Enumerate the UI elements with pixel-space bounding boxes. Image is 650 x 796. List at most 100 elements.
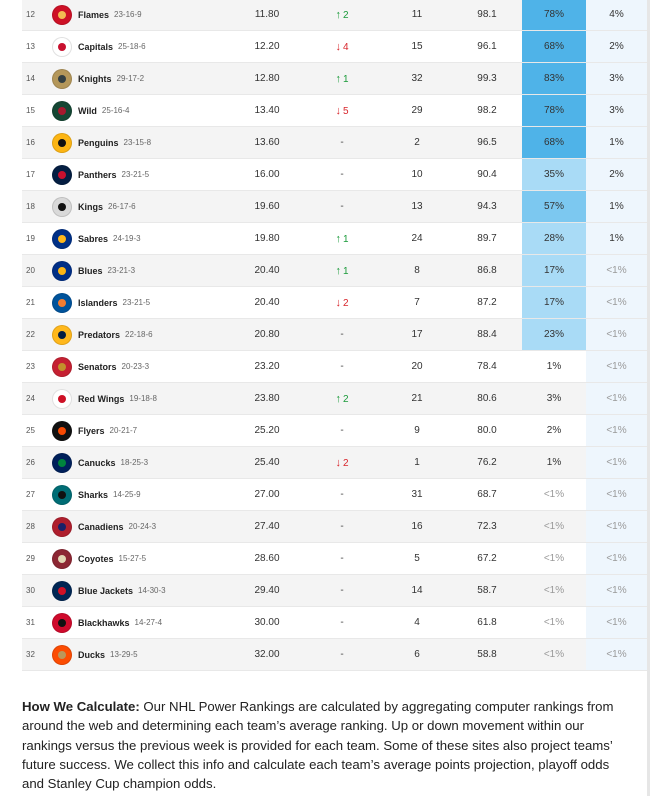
team-name-link[interactable]: Capitals [78, 41, 114, 52]
team-cell: Blue Jackets 14-30-3 [50, 574, 232, 607]
points-projection-cell: 76.2 [452, 446, 522, 479]
movement-value: 1 [342, 265, 349, 277]
movement-value: 2 [342, 393, 349, 405]
cup-odds-cell: <1% [586, 414, 647, 447]
power-rankings-table: 12 Flames 23-16-9 11.80 ↑ 2 11 98.1 78% 4% 13 Capit… [22, 0, 647, 671]
team-logo-icon [52, 516, 72, 537]
team-row-wild: 15 Wild 25-16-4 13.40 ↓ 5 29 98.2 78% 3% [22, 94, 647, 127]
average-rank-cell: 19.80 [232, 222, 302, 255]
team-name-link[interactable]: Penguins [78, 137, 119, 148]
last-week-cell: 32 [382, 62, 452, 95]
movement-value: - [340, 329, 344, 340]
movement-cell: - [302, 126, 382, 159]
team-logo-icon [52, 228, 72, 249]
last-week-cell: 14 [382, 574, 452, 607]
movement-value: - [340, 585, 344, 596]
cup-odds-cell: <1% [586, 350, 647, 383]
power-rankings-body: 12 Flames 23-16-9 11.80 ↑ 2 11 98.1 78% 4% 13 Capit… [22, 0, 647, 671]
cup-odds-cell: <1% [586, 382, 647, 415]
average-rank-cell: 27.00 [232, 478, 302, 511]
arrow-up-icon: ↑ [335, 232, 341, 245]
team-logo-mark [58, 362, 66, 371]
points-projection-cell: 88.4 [452, 318, 522, 351]
team-record: 23-21-5 [121, 170, 150, 179]
average-rank-cell: 12.20 [232, 30, 302, 63]
team-cell: Predators 22-18-6 [50, 318, 232, 351]
team-cell: Wild 25-16-4 [50, 94, 232, 127]
team-logo-icon [52, 164, 72, 185]
average-rank-cell: 30.00 [232, 606, 302, 639]
team-name-link[interactable]: Flyers [78, 425, 105, 436]
average-rank-cell: 13.40 [232, 94, 302, 127]
rank-cell: 28 [22, 510, 50, 543]
movement-value: 2 [342, 9, 349, 21]
how-we-calculate-heading: How We Calculate: [22, 699, 140, 714]
points-projection-cell: 80.6 [452, 382, 522, 415]
team-name-link[interactable]: Predators [78, 329, 121, 340]
cup-odds-cell: <1% [586, 542, 647, 575]
last-week-cell: 20 [382, 350, 452, 383]
team-name-link[interactable]: Wild [78, 105, 97, 116]
team-name-link[interactable]: Canadiens [78, 521, 124, 532]
team-logo-mark [58, 234, 66, 243]
playoff-odds-cell: 68% [522, 30, 586, 63]
team-name-link[interactable]: Canucks [78, 457, 116, 468]
playoff-odds-cell: 17% [522, 254, 586, 287]
average-rank-cell: 11.80 [232, 0, 302, 31]
arrow-down-icon: ↓ [335, 40, 341, 53]
team-name-link[interactable]: Blackhawks [78, 617, 130, 628]
team-record: 23-15-8 [123, 138, 152, 147]
team-cell: Kings 26-17-6 [50, 190, 232, 223]
team-logo-mark [58, 202, 66, 211]
movement-cell: ↑ 1 [302, 254, 382, 287]
team-name-link[interactable]: Senators [78, 361, 117, 372]
average-rank-cell: 19.60 [232, 190, 302, 223]
team-name-link[interactable]: Sabres [78, 233, 109, 244]
points-projection-cell: 67.2 [452, 542, 522, 575]
team-name-link[interactable]: Kings [78, 201, 104, 212]
team-logo-icon [52, 644, 72, 665]
playoff-odds-cell: <1% [522, 638, 586, 671]
last-week-cell: 8 [382, 254, 452, 287]
team-cell: Islanders 23-21-5 [50, 286, 232, 319]
team-logo-mark [58, 618, 66, 627]
points-projection-cell: 96.1 [452, 30, 522, 63]
movement-value: - [340, 649, 344, 660]
points-projection-cell: 98.1 [452, 0, 522, 31]
movement-cell: - [302, 190, 382, 223]
movement-value: 2 [342, 457, 349, 469]
cup-odds-cell: <1% [586, 638, 647, 671]
last-week-cell: 10 [382, 158, 452, 191]
rank-cell: 24 [22, 382, 50, 415]
team-name-link[interactable]: Red Wings [78, 393, 125, 404]
last-week-cell: 7 [382, 286, 452, 319]
team-record: 23-16-9 [114, 10, 142, 19]
movement-cell: ↓ 2 [302, 446, 382, 479]
movement-value: - [340, 617, 344, 628]
team-record: 22-18-6 [125, 330, 153, 339]
how-we-calculate: How We Calculate: Our NHL Power Rankings… [22, 697, 628, 793]
average-rank-cell: 20.40 [232, 254, 302, 287]
team-name-link[interactable]: Blue Jackets [78, 585, 134, 596]
team-name-link[interactable]: Flames [78, 9, 110, 20]
playoff-odds-cell: 78% [522, 94, 586, 127]
points-projection-cell: 98.2 [452, 94, 522, 127]
movement-value: - [340, 489, 344, 500]
team-name-link[interactable]: Panthers [78, 169, 117, 180]
team-logo-icon [52, 4, 72, 25]
team-logo-icon [52, 132, 72, 153]
team-name-link[interactable]: Coyotes [78, 553, 114, 564]
team-cell: Knights 29-17-2 [50, 62, 232, 95]
movement-cell: ↓ 2 [302, 286, 382, 319]
movement-cell: - [302, 414, 382, 447]
team-name-link[interactable]: Ducks [78, 649, 106, 660]
last-week-cell: 21 [382, 382, 452, 415]
team-name-link[interactable]: Blues [78, 265, 103, 276]
team-name-link[interactable]: Sharks [78, 489, 109, 500]
team-name-link[interactable]: Islanders [78, 297, 118, 308]
team-cell: Ducks 13-29-5 [50, 638, 232, 671]
team-cell: Canucks 18-25-3 [50, 446, 232, 479]
team-name-link[interactable]: Knights [78, 73, 112, 84]
team-logo-icon [52, 324, 72, 345]
points-projection-cell: 78.4 [452, 350, 522, 383]
